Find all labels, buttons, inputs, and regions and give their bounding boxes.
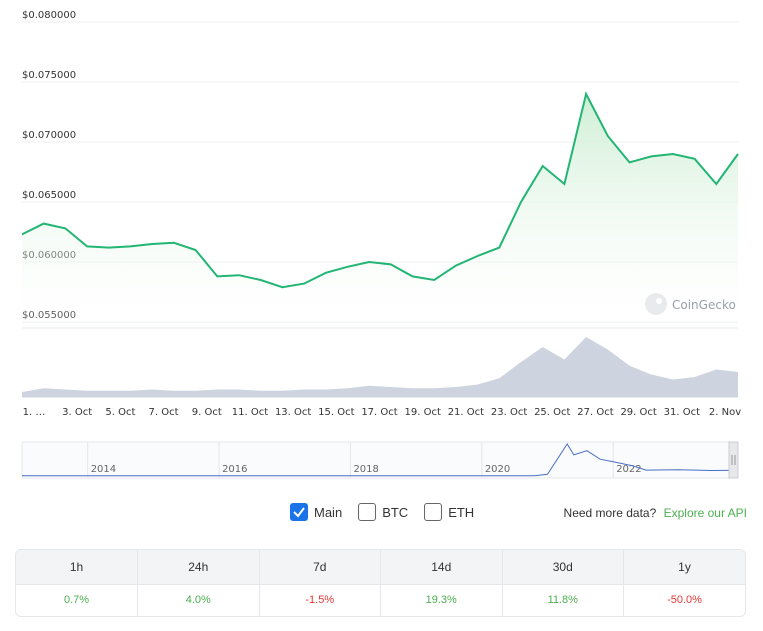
x-tick-label: 27. Oct <box>577 407 613 418</box>
toggle-btc[interactable]: BTC <box>358 503 408 521</box>
price-change-table: 1h 24h 7d 14d 30d 1y 0.7% 4.0% -1.5% 19.… <box>15 549 746 617</box>
more-data-prompt: Need more data? Explore our API <box>564 506 747 520</box>
toggle-main[interactable]: Main <box>290 503 342 521</box>
y-tick-label: $0.070000 <box>22 130 76 141</box>
price-area <box>22 94 738 322</box>
x-axis-labels: 1. … 3. Oct 5. Oct 7. Oct 9. Oct 11. Oct 13. O… <box>23 407 742 418</box>
x-tick-label: 31. Oct <box>664 407 700 418</box>
price-line <box>21 91 739 289</box>
change-1y: -50.0% <box>623 583 745 616</box>
volume-area <box>22 337 738 397</box>
x-tick-label: 1. … <box>23 407 46 418</box>
checkbox-main[interactable] <box>290 503 308 521</box>
x-tick-label: 29. Oct <box>620 407 656 418</box>
header-7d: 7d <box>259 550 381 584</box>
x-tick-label: 19. Oct <box>405 407 441 418</box>
header-14d: 14d <box>380 550 503 584</box>
x-tick-label: 13. Oct <box>275 407 311 418</box>
y-tick-label: $0.080000 <box>22 10 76 21</box>
header-30d: 30d <box>502 550 624 584</box>
navigator-range-handle[interactable] <box>728 441 739 479</box>
check-icon <box>293 507 305 518</box>
checkbox-btc[interactable] <box>358 503 377 521</box>
gecko-logo-icon <box>645 293 667 315</box>
x-tick-label: 23. Oct <box>491 407 527 418</box>
navigator-frame <box>21 441 739 479</box>
chart-compare-toggles: Main BTC ETH <box>290 503 474 521</box>
header-24h: 24h <box>137 550 260 584</box>
y-tick-label: $0.065000 <box>22 190 76 201</box>
coingecko-watermark: CoinGecko <box>645 293 736 315</box>
watermark-text: CoinGecko <box>672 298 736 312</box>
navigator-year-label: 2018 <box>353 464 378 475</box>
navigator-year-label: 2014 <box>91 464 116 475</box>
change-value-row: 0.7% 4.0% -1.5% 19.3% 11.8% -50.0% <box>16 583 745 616</box>
toggle-eth-label: ETH <box>448 504 475 520</box>
header-1h: 1h <box>16 550 138 584</box>
x-tick-label: 7. Oct <box>149 407 179 418</box>
x-tick-label: 11. Oct <box>232 407 268 418</box>
price-chart[interactable]: $0.080000$0.075000$0.070000$0.065000$0.0… <box>0 0 763 490</box>
toggle-main-label: Main <box>314 504 343 520</box>
gecko-eye-icon <box>656 298 662 304</box>
toggle-eth[interactable]: ETH <box>424 503 474 521</box>
volume-bars <box>22 337 738 397</box>
x-tick-label: 17. Oct <box>361 407 397 418</box>
explore-api-link[interactable]: Explore our API <box>663 506 747 520</box>
change-24h: 4.0% <box>137 583 260 616</box>
x-tick-label: 15. Oct <box>318 407 354 418</box>
change-7d: -1.5% <box>259 583 381 616</box>
change-header-row: 1h 24h 7d 14d 30d 1y <box>16 550 745 584</box>
change-1h: 0.7% <box>16 583 138 616</box>
y-tick-label: $0.075000 <box>22 70 76 81</box>
checkbox-eth[interactable] <box>424 503 443 521</box>
navigator-line <box>22 443 739 477</box>
x-tick-label: 21. Oct <box>448 407 484 418</box>
x-tick-label: 2. Nov <box>709 407 741 418</box>
navigator-year-label: 2020 <box>485 464 510 475</box>
x-tick-label: 3. Oct <box>62 407 92 418</box>
x-tick-label: 25. Oct <box>534 407 570 418</box>
navigator-year-label: 2022 <box>616 464 641 475</box>
navigator-year-label: 2016 <box>222 464 247 475</box>
navigator[interactable]: 2014 2016 2018 2020 2022 <box>21 441 739 479</box>
change-14d: 19.3% <box>380 583 503 616</box>
toggle-btc-label: BTC <box>382 504 409 520</box>
more-data-text: Need more data? <box>563 506 657 520</box>
x-tick-label: 5. Oct <box>105 407 135 418</box>
header-1y: 1y <box>623 550 745 584</box>
change-30d: 11.8% <box>502 583 624 616</box>
x-tick-label: 9. Oct <box>192 407 222 418</box>
